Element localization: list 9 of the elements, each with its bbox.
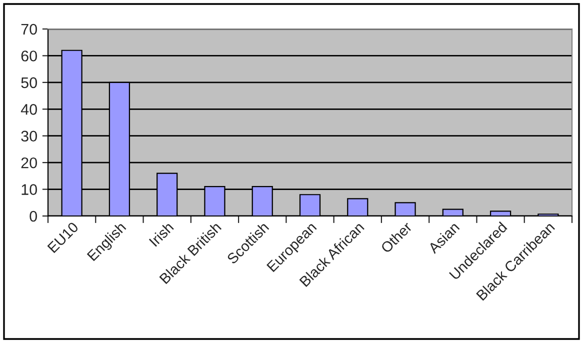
y-tick-label: 10 (22, 184, 37, 195)
x-tick-label: Irish (148, 221, 174, 247)
y-tick-label: 70 (21, 24, 37, 35)
y-tick-label: 60 (21, 50, 37, 62)
y-tick-label: 0 (30, 210, 37, 222)
y-tick-label: 20 (21, 157, 37, 168)
y-tick-label: 50 (21, 77, 37, 88)
y-tick-label: 40 (20, 104, 37, 115)
y-tick-label: 30 (21, 130, 37, 142)
